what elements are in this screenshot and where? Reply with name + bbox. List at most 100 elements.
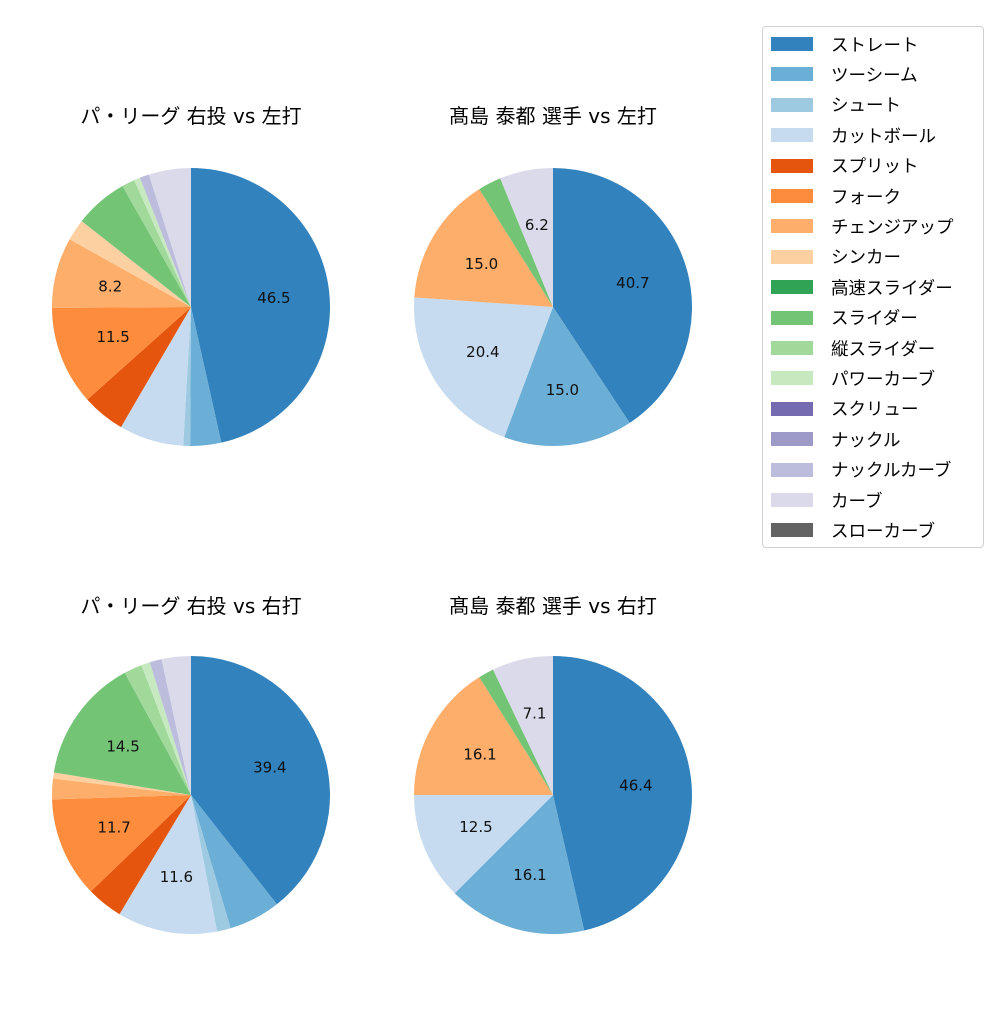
legend-item: シンカー: [771, 246, 901, 268]
chart-title: 髙島 泰都 選手 vs 左打: [449, 104, 657, 128]
legend-label: スプリット: [831, 157, 919, 178]
pie-slice: [479, 669, 553, 795]
pie-slice: [81, 186, 191, 307]
legend-item: スライダー: [771, 307, 918, 329]
pie-slice: [191, 656, 330, 905]
pie-slice: [141, 662, 191, 795]
slice-value-label: 14.5: [106, 738, 139, 756]
legend-swatch: [771, 219, 813, 234]
pie-panel-takashima-vs-lhb: 髙島 泰都 選手 vs 左打 40.7 15.0 20.4 15.0 6.2: [393, 100, 713, 540]
pie-slice: [124, 665, 191, 795]
slice-value-label: 46.4: [619, 777, 652, 795]
pie-slice: [52, 307, 191, 400]
pie-slice: [52, 778, 191, 800]
pie-slice: [191, 168, 331, 443]
legend-item: ツーシーム: [771, 63, 918, 86]
legend-item: スローカーブ: [771, 519, 935, 542]
pie-slice: [414, 297, 553, 438]
legend-swatch: [771, 401, 813, 416]
pie-panel-pl-rhp-vs-rhb: パ・リーグ 右投 vs 右打 39.4 11.6 11.7 14.5: [31, 590, 351, 1030]
legend-label: スライダー: [831, 309, 918, 330]
pie-slice: [454, 795, 585, 934]
slice-value-label: 7.1: [523, 705, 547, 723]
legend-item: パワーカーブ: [771, 367, 935, 390]
legend-swatch: [771, 341, 813, 355]
pie-slice: [119, 795, 218, 934]
legend-swatch: [771, 310, 813, 325]
legend-swatch: [771, 280, 813, 295]
pie-panel-pl-rhp-vs-lhb: パ・リーグ 右投 vs 左打 46.5 11.5 8.2: [31, 100, 351, 540]
legend-label: シンカー: [831, 248, 901, 269]
legend-swatch: [771, 371, 813, 386]
slice-value-label: 39.4: [253, 759, 286, 777]
legend-label: スローカーブ: [831, 521, 935, 542]
legend-swatch: [771, 493, 813, 507]
legend-label: チェンジアップ: [831, 217, 954, 238]
legend-item: 縦スライダー: [771, 337, 936, 360]
slice-value-label: 16.1: [463, 746, 496, 764]
legend-item: ナックルカーブ: [771, 459, 951, 481]
legend-item: ナックル: [771, 428, 901, 451]
chart-title: パ・リーグ 右投 vs 右打: [80, 594, 302, 618]
pie-slice: [191, 795, 231, 932]
legend-item: カーブ: [771, 489, 882, 512]
slice-value-label: 20.4: [466, 343, 499, 361]
pie-slice: [161, 656, 191, 795]
slice-value-label: 11.6: [160, 868, 193, 886]
legend-swatch: [771, 462, 813, 477]
chart-title: 髙島 泰都 選手 vs 右打: [449, 594, 657, 618]
pie-slice: [120, 307, 191, 446]
pie-slice: [69, 221, 191, 307]
legend-item: チェンジアップ: [771, 215, 954, 238]
pie-chart: 46.4 16.1 12.5 16.1 7.1: [414, 656, 692, 934]
pie-slice: [139, 174, 191, 307]
legend-label: 高速スライダー: [831, 278, 953, 299]
legend-item: スプリット: [771, 155, 919, 177]
pie-slice: [493, 656, 553, 795]
slice-value-label: 46.5: [257, 289, 290, 307]
pie-slice: [134, 177, 191, 307]
legend-label: ナックル: [831, 430, 901, 451]
chart-title: パ・リーグ 右投 vs 左打: [80, 104, 302, 128]
legend-swatch: [771, 249, 813, 264]
legend-item: 高速スライダー: [771, 276, 953, 299]
legend-label: パワーカーブ: [831, 369, 935, 390]
pie-slice: [52, 239, 191, 308]
legend-item: スクリュー: [771, 398, 919, 420]
pie-slice: [148, 168, 191, 307]
pie-slice: [504, 307, 630, 446]
legend-swatch: [771, 189, 813, 203]
pie-slice: [122, 180, 191, 307]
slice-value-label: 40.7: [616, 274, 649, 292]
pie-chart: 40.7 15.0 20.4 15.0 6.2: [414, 168, 692, 446]
legend-label: フォーク: [831, 187, 901, 208]
pie-slice: [553, 656, 692, 931]
legend-swatch: [771, 97, 813, 112]
pie-slice: [191, 795, 277, 929]
pie-slice: [190, 307, 222, 446]
legend-label: 縦スライダー: [831, 339, 936, 360]
pie-slice: [414, 795, 553, 894]
pie-slice: [52, 795, 191, 892]
legend-swatch: [771, 128, 813, 143]
legend-label: ナックルカーブ: [831, 461, 952, 482]
pie-slice: [53, 672, 192, 795]
legend-swatch: [771, 37, 813, 51]
legend-item: カットボール: [771, 124, 936, 147]
legend-label: シュート: [831, 96, 901, 117]
legend-swatch: [771, 67, 813, 82]
pie-slice: [414, 677, 553, 795]
pie-panel-takashima-vs-rhb: 髙島 泰都 選手 vs 右打 46.4 16.1 12.5 16.1 7.1: [393, 590, 713, 1030]
slice-value-label: 11.5: [96, 328, 129, 346]
legend-swatch: [771, 158, 813, 173]
pie-slice: [87, 307, 191, 428]
legend: ストレート ツーシーム シュート カットボール スプリット フォーク チェンジアップ シンカー…: [762, 26, 984, 548]
pie-slice: [553, 168, 692, 423]
slice-value-label: 15.0: [546, 381, 579, 399]
legend-swatch: [771, 432, 813, 447]
slice-value-label: 15.0: [465, 255, 498, 273]
pie-slice: [479, 178, 553, 307]
legend-label: スクリュー: [831, 400, 919, 421]
pie-slice: [183, 307, 191, 446]
pie-slice: [52, 772, 191, 795]
